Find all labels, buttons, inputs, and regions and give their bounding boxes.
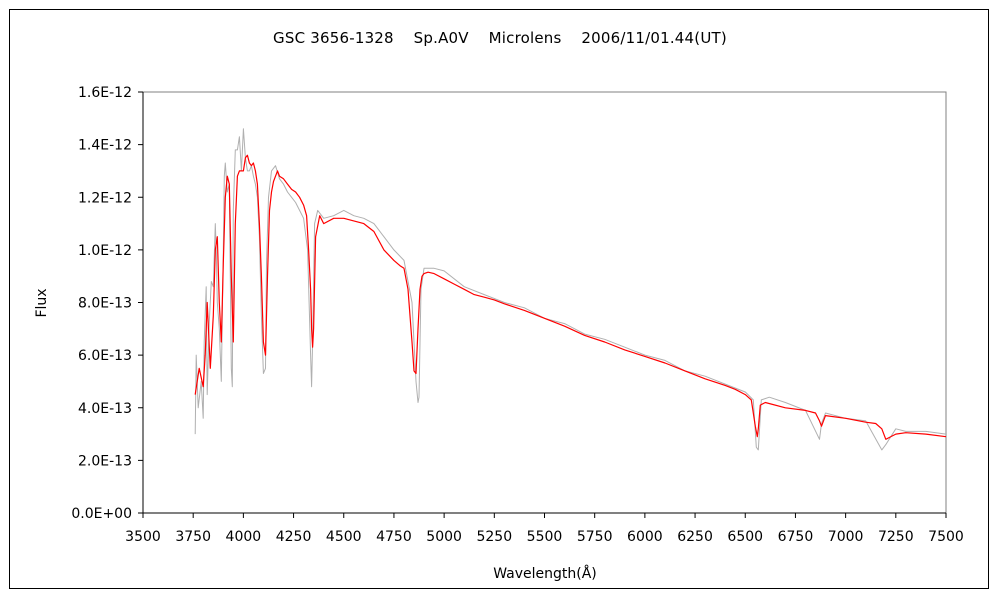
x-tick-label: 5500 (527, 529, 563, 545)
x-tick-label: 5750 (577, 529, 613, 545)
chart-title: GSC 3656-1328 Sp.A0V Microlens 2006/11/0… (273, 29, 727, 47)
y-tick-label: 4.0E-13 (78, 401, 132, 417)
x-tick-label: 4500 (326, 529, 362, 545)
x-tick-label: 4750 (376, 529, 412, 545)
x-tick-label: 6000 (627, 529, 663, 545)
x-tick-label: 6750 (778, 529, 814, 545)
y-tick-label: 6.0E-13 (78, 348, 132, 364)
x-axis-label: Wavelength(Å) (493, 566, 597, 582)
y-tick-label: 1.2E-12 (78, 190, 132, 206)
x-tick-label: 5250 (476, 529, 512, 545)
smoothed-spectrum-line (194, 154, 947, 440)
y-tick-label: 1.0E-12 (78, 243, 132, 259)
x-tick-label: 7000 (828, 529, 864, 545)
x-tick-label: 6250 (677, 529, 713, 545)
x-tick-label: 3500 (125, 529, 161, 545)
y-tick-label: 2.0E-13 (78, 453, 132, 469)
x-tick-label: 4000 (226, 529, 262, 545)
raw-spectrum-line (194, 128, 947, 451)
x-tick-label: 3750 (175, 529, 211, 545)
x-tick-label: 6500 (727, 529, 763, 545)
y-tick-label: 1.6E-12 (78, 85, 132, 101)
y-tick-label: 0.0E+00 (71, 506, 132, 522)
x-tick-label: 5000 (426, 529, 462, 545)
x-tick-label: 7500 (928, 529, 964, 545)
x-tick-label: 7250 (878, 529, 914, 545)
plot-area (142, 91, 947, 514)
y-tick-label: 8.0E-13 (78, 296, 132, 312)
y-tick-label: 1.4E-12 (78, 138, 132, 154)
x-tick-label: 4250 (276, 529, 312, 545)
